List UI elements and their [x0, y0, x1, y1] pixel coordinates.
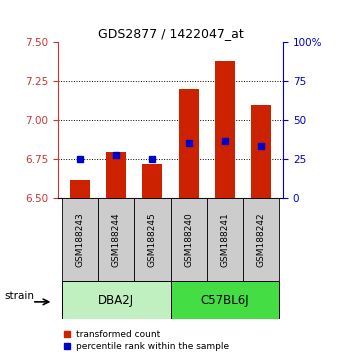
Text: C57BL6J: C57BL6J	[201, 293, 249, 307]
Bar	[170, 281, 279, 319]
Bar	[243, 198, 279, 281]
Bar	[62, 281, 170, 319]
Bar	[170, 198, 207, 281]
Bar	[62, 198, 98, 281]
Text: GSM188242: GSM188242	[257, 212, 266, 267]
Bar	[179, 89, 198, 198]
Bar	[215, 61, 235, 198]
Text: GSM188243: GSM188243	[75, 212, 84, 267]
Text: GSM188240: GSM188240	[184, 212, 193, 267]
Bar	[207, 198, 243, 281]
Text: strain: strain	[5, 291, 35, 301]
Text: GSM188245: GSM188245	[148, 212, 157, 267]
Legend: transformed count, percentile rank within the sample: transformed count, percentile rank withi…	[58, 327, 232, 354]
Bar	[143, 164, 162, 198]
Bar	[70, 179, 90, 198]
Text: DBA2J: DBA2J	[98, 293, 134, 307]
Text: GSM188241: GSM188241	[220, 212, 229, 267]
Text: GSM188244: GSM188244	[112, 212, 121, 267]
Title: GDS2877 / 1422047_at: GDS2877 / 1422047_at	[98, 27, 243, 40]
Bar	[251, 105, 271, 198]
Bar	[134, 198, 170, 281]
Bar	[98, 198, 134, 281]
Bar	[106, 152, 126, 198]
